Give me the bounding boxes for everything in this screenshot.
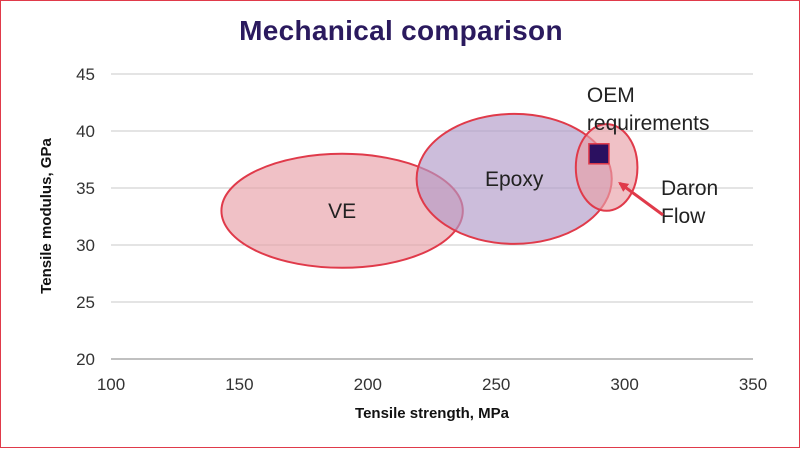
y-tick-label: 20 [76,350,95,369]
annotation-daron-flow: Flow [661,205,706,228]
annotation-oem-requirements: requirements [587,112,710,135]
annotation-oem-requirements: OEM [587,84,635,107]
tick-labels: 20 25 30 35 40 45 100 150 200 250 300 350 [76,65,767,394]
annotation-arrow [618,181,664,217]
x-tick-label: 150 [225,375,253,394]
y-tick-label: 45 [76,65,95,84]
x-tick-label: 200 [354,375,382,394]
y-tick-label: 30 [76,236,95,255]
regions: VE Epoxy [220,112,639,269]
x-tick-label: 350 [739,375,767,394]
y-tick-label: 40 [76,122,95,141]
annotations: OEM requirements Daron Flow [587,84,718,228]
chart-title: Mechanical comparison [239,15,563,46]
region-label: VE [328,200,356,223]
x-tick-label: 250 [482,375,510,394]
region-ellipse [574,123,639,212]
points [588,143,610,165]
y-tick-label: 35 [76,179,95,198]
annotation-daron-flow: Daron [661,177,718,200]
x-tick-label: 300 [610,375,638,394]
data-point-square [588,143,610,165]
region-label: Epoxy [485,168,544,191]
x-axis-title: Tensile strength, MPa [355,405,510,422]
y-tick-label: 25 [76,293,95,312]
y-axis-title: Tensile modulus, GPa [38,138,55,294]
x-tick-label: 100 [97,375,125,394]
